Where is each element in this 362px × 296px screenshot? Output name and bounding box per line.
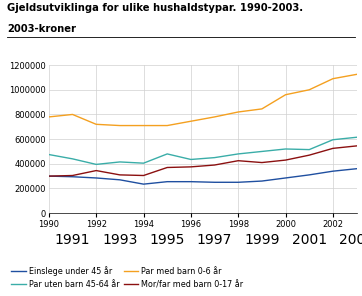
Mor/far med barn 0-17 år bbox=[142, 174, 146, 177]
Einslege under 45 år bbox=[236, 181, 240, 184]
Line: Einslege under 45 år: Einslege under 45 år bbox=[49, 169, 357, 184]
Mor/far med barn 0-17 år bbox=[212, 163, 217, 167]
Par uten barn 45-64 år bbox=[236, 152, 240, 156]
Einslege under 45 år bbox=[94, 176, 98, 180]
Mor/far med barn 0-17 år bbox=[307, 153, 311, 157]
Par uten barn 45-64 år bbox=[212, 156, 217, 159]
Mor/far med barn 0-17 år bbox=[94, 169, 98, 172]
Mor/far med barn 0-17 år bbox=[283, 158, 288, 162]
Par med barn 0-6 år bbox=[260, 107, 264, 111]
Par med barn 0-6 år bbox=[283, 93, 288, 96]
Mor/far med barn 0-17 år bbox=[260, 161, 264, 164]
Par med barn 0-6 år bbox=[94, 123, 98, 126]
Par uten barn 45-64 år bbox=[70, 157, 75, 161]
Par uten barn 45-64 år bbox=[118, 160, 122, 164]
Par med barn 0-6 år bbox=[142, 124, 146, 127]
Line: Par med barn 0-6 år: Par med barn 0-6 år bbox=[49, 74, 357, 126]
Legend: Einslege under 45 år, Par uten barn 45-64 år, Par med barn 0-6 år, Mor/far med b: Einslege under 45 år, Par uten barn 45-6… bbox=[11, 266, 244, 289]
Par uten barn 45-64 år bbox=[47, 153, 51, 156]
Einslege under 45 år bbox=[165, 180, 169, 184]
Par uten barn 45-64 år bbox=[307, 148, 311, 151]
Par uten barn 45-64 år bbox=[165, 152, 169, 156]
Line: Par uten barn 45-64 år: Par uten barn 45-64 år bbox=[49, 137, 357, 164]
Mor/far med barn 0-17 år bbox=[70, 174, 75, 177]
Mor/far med barn 0-17 år bbox=[236, 159, 240, 163]
Text: Gjeldsutviklinga for ulike hushaldstypar. 1990-2003.: Gjeldsutviklinga for ulike hushaldstypar… bbox=[7, 3, 303, 13]
Einslege under 45 år bbox=[354, 167, 359, 170]
Mor/far med barn 0-17 år bbox=[331, 147, 335, 150]
Einslege under 45 år bbox=[142, 182, 146, 186]
Par med barn 0-6 år bbox=[165, 124, 169, 127]
Mor/far med barn 0-17 år bbox=[165, 166, 169, 169]
Line: Mor/far med barn 0-17 år: Mor/far med barn 0-17 år bbox=[49, 146, 357, 176]
Par med barn 0-6 år bbox=[70, 113, 75, 116]
Einslege under 45 år bbox=[70, 175, 75, 178]
Par med barn 0-6 år bbox=[354, 73, 359, 76]
Par uten barn 45-64 år bbox=[142, 161, 146, 165]
Mor/far med barn 0-17 år bbox=[47, 174, 51, 178]
Mor/far med barn 0-17 år bbox=[354, 144, 359, 148]
Par med barn 0-6 år bbox=[236, 110, 240, 114]
Par uten barn 45-64 år bbox=[283, 147, 288, 151]
Par med barn 0-6 år bbox=[47, 115, 51, 119]
Einslege under 45 år bbox=[118, 178, 122, 181]
Einslege under 45 år bbox=[189, 180, 193, 184]
Mor/far med barn 0-17 år bbox=[189, 165, 193, 169]
Par med barn 0-6 år bbox=[212, 115, 217, 119]
Einslege under 45 år bbox=[331, 169, 335, 173]
Par uten barn 45-64 år bbox=[94, 163, 98, 166]
Einslege under 45 år bbox=[212, 181, 217, 184]
Par uten barn 45-64 år bbox=[260, 150, 264, 153]
Mor/far med barn 0-17 år bbox=[118, 173, 122, 177]
Text: 2003-kroner: 2003-kroner bbox=[7, 24, 76, 34]
Par med barn 0-6 år bbox=[189, 120, 193, 123]
Einslege under 45 år bbox=[260, 179, 264, 183]
Par med barn 0-6 år bbox=[331, 77, 335, 81]
Par med barn 0-6 år bbox=[307, 88, 311, 91]
Einslege under 45 år bbox=[47, 174, 51, 178]
Einslege under 45 år bbox=[283, 176, 288, 180]
Par uten barn 45-64 år bbox=[331, 138, 335, 141]
Par uten barn 45-64 år bbox=[189, 158, 193, 161]
Par uten barn 45-64 år bbox=[354, 136, 359, 139]
Einslege under 45 år bbox=[307, 173, 311, 177]
Par med barn 0-6 år bbox=[118, 124, 122, 127]
